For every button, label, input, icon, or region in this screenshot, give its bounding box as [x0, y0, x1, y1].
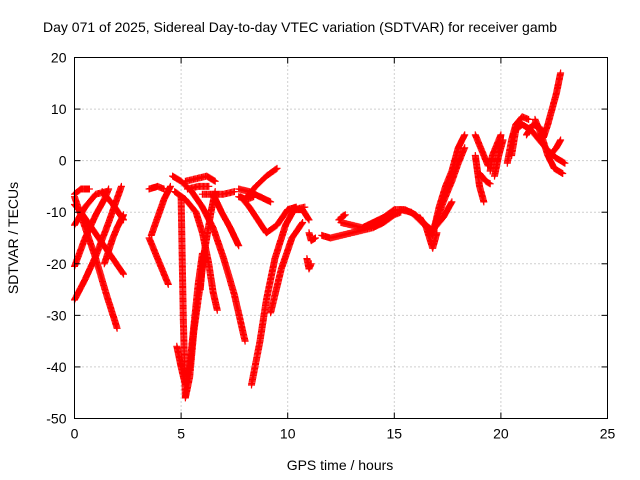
data-point-markers: [318, 208, 405, 242]
data-series-sat-q: [184, 182, 213, 193]
data-point-markers: [540, 69, 565, 141]
data-point-markers: [503, 113, 533, 167]
y-tick-label: -20: [46, 256, 66, 272]
data-series-sat-aj: [431, 144, 469, 229]
data-series-sat-p: [181, 172, 219, 185]
data-series-sat-j: [145, 234, 172, 288]
data-point-markers: [248, 203, 309, 389]
y-tick-label: -10: [46, 204, 66, 220]
data-point-markers: [181, 172, 219, 185]
tick-layer: 0 5 10 15 20 25 -50 -40 -30 -20 -10 0 10 20: [46, 50, 615, 442]
data-series-sat-af: [335, 211, 349, 224]
x-tick-label: 15: [387, 426, 403, 442]
x-tick-label: 5: [177, 426, 185, 442]
data-series-sat-ah: [416, 213, 441, 252]
y-tick-label: -40: [46, 359, 66, 375]
y-tick-label: -50: [46, 411, 66, 427]
y-tick-label: 10: [51, 101, 67, 117]
y-tick-label: -30: [46, 307, 66, 323]
data-point-markers: [471, 131, 492, 170]
data-point-markers: [209, 190, 243, 250]
data-point-markers: [431, 144, 469, 229]
data-point-markers: [476, 170, 494, 188]
data-point-markers: [335, 211, 349, 224]
data-point-markers: [147, 182, 174, 239]
grid-layer: [74, 57, 608, 419]
data-point-markers: [267, 219, 307, 317]
data-layer: [71, 69, 569, 402]
y-tick-label: 0: [59, 153, 67, 169]
data-series-sat-al: [471, 131, 492, 170]
data-series-sat-ad: [318, 208, 405, 242]
data-point-markers: [145, 182, 168, 193]
data-point-markers: [177, 193, 209, 402]
x-tick-label: 20: [493, 426, 509, 442]
data-point-markers: [290, 206, 313, 224]
x-axis-title: GPS time / hours: [287, 457, 394, 473]
y-axis-title: SDTVAR / TECUs: [5, 182, 21, 294]
data-point-markers: [305, 229, 319, 245]
data-series-sat-au: [546, 136, 565, 159]
x-tick-label: 25: [600, 426, 616, 442]
x-tick-label: 10: [280, 426, 296, 442]
data-series-sat-z: [235, 193, 258, 203]
x-tick-label: 0: [71, 426, 79, 442]
data-series-sat-aa: [290, 206, 313, 224]
data-series-sat-k: [147, 182, 174, 239]
data-point-markers: [100, 211, 127, 268]
data-series-sat-h: [100, 211, 127, 268]
data-series-sat-t: [209, 190, 243, 250]
plot-area-frame: [74, 57, 608, 419]
data-series-sat-v: [248, 203, 309, 389]
data-series-sat-i: [145, 182, 168, 193]
chart-title: Day 071 of 2025, Sidereal Day-to-day VTE…: [43, 19, 557, 35]
data-series-sat-am: [476, 170, 494, 188]
data-point-markers: [184, 182, 213, 193]
data-series-sat-ap: [503, 113, 533, 167]
data-series-sat-y: [267, 219, 307, 317]
data-point-markers: [235, 193, 258, 203]
data-point-markers: [145, 234, 172, 288]
data-series-sat-ac: [305, 229, 319, 245]
data-point-markers: [416, 213, 441, 252]
data-point-markers: [546, 136, 565, 159]
data-series-sat-ao: [491, 136, 507, 180]
data-series-sat-at: [540, 69, 565, 141]
y-tick-label: 20: [51, 50, 67, 66]
data-point-markers: [303, 255, 315, 273]
data-point-markers: [491, 136, 507, 180]
data-series-sat-ab: [303, 255, 315, 273]
data-series-sat-m: [177, 193, 209, 402]
